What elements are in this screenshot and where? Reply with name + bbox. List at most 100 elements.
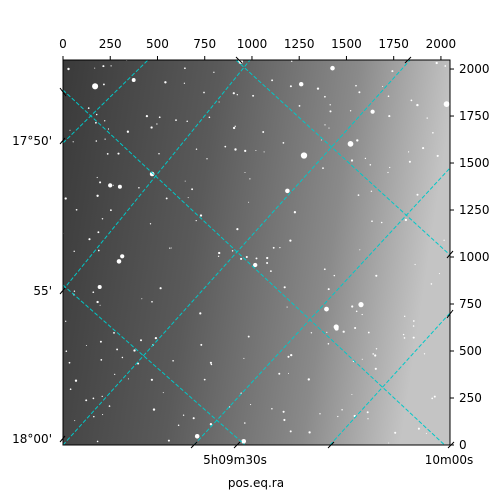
star bbox=[65, 320, 67, 322]
star bbox=[145, 114, 149, 118]
star bbox=[248, 201, 250, 203]
star bbox=[316, 87, 320, 90]
star bbox=[375, 274, 378, 277]
star bbox=[351, 393, 353, 396]
star bbox=[357, 194, 360, 196]
dec-tick-mark bbox=[59, 435, 66, 443]
star bbox=[88, 238, 91, 241]
star bbox=[104, 138, 106, 140]
star bbox=[117, 184, 122, 189]
star bbox=[298, 81, 304, 87]
star bbox=[152, 408, 156, 411]
star bbox=[404, 218, 408, 222]
star bbox=[158, 153, 160, 155]
star bbox=[244, 171, 246, 174]
dec-tick-label: 17°50' bbox=[12, 134, 52, 148]
star bbox=[329, 104, 331, 106]
star bbox=[164, 81, 167, 84]
right-tick-label: 750 bbox=[459, 297, 482, 311]
star bbox=[231, 250, 234, 252]
star bbox=[210, 363, 213, 366]
ra-tick-mark bbox=[233, 441, 241, 449]
star bbox=[170, 247, 172, 249]
star bbox=[101, 218, 104, 220]
star bbox=[358, 91, 361, 94]
star bbox=[200, 343, 203, 346]
star bbox=[182, 414, 185, 416]
dec-axis-ticks: 17°50' 55' 18°00' bbox=[12, 87, 454, 446]
star bbox=[192, 417, 195, 420]
star bbox=[328, 127, 330, 129]
star bbox=[154, 336, 158, 340]
grid-line bbox=[193, 167, 450, 445]
top-tick-label: 250 bbox=[99, 37, 122, 51]
star bbox=[372, 353, 374, 355]
star bbox=[374, 367, 377, 370]
star bbox=[95, 121, 97, 124]
star bbox=[199, 214, 203, 217]
star bbox=[218, 251, 221, 255]
right-tick-label: 2000 bbox=[459, 62, 490, 76]
ra-tick-mark bbox=[235, 56, 243, 64]
star bbox=[394, 431, 397, 434]
star bbox=[85, 399, 88, 402]
star bbox=[324, 124, 326, 126]
star bbox=[203, 91, 205, 94]
ra-tick-label: 5h09m30s bbox=[203, 453, 267, 467]
top-tick-label: 1750 bbox=[378, 37, 409, 51]
star bbox=[85, 344, 87, 347]
star bbox=[387, 95, 390, 97]
star bbox=[97, 249, 100, 252]
star bbox=[149, 171, 155, 177]
dec-tick-mark bbox=[59, 137, 66, 145]
star bbox=[422, 147, 425, 150]
star bbox=[289, 239, 292, 242]
star bbox=[108, 183, 113, 188]
star bbox=[102, 414, 104, 416]
star bbox=[255, 149, 257, 152]
star bbox=[289, 430, 292, 433]
star bbox=[412, 336, 415, 339]
grid-line bbox=[63, 60, 411, 445]
star bbox=[426, 117, 428, 119]
ra-tick-label: 10m00s bbox=[425, 453, 473, 467]
star bbox=[150, 126, 153, 129]
star bbox=[95, 140, 98, 142]
top-tick-label: 1250 bbox=[284, 37, 315, 51]
star bbox=[354, 326, 357, 330]
star bbox=[245, 255, 248, 259]
star bbox=[108, 405, 111, 407]
star bbox=[69, 388, 72, 391]
ra-tick-mark bbox=[327, 441, 335, 449]
star bbox=[361, 358, 363, 360]
star bbox=[96, 300, 99, 304]
star bbox=[269, 270, 272, 273]
star bbox=[150, 378, 154, 381]
star bbox=[93, 415, 95, 418]
right-tick-label: 1000 bbox=[459, 250, 490, 264]
star bbox=[209, 423, 213, 426]
star bbox=[341, 408, 343, 411]
star bbox=[247, 335, 250, 338]
star bbox=[92, 83, 99, 90]
star bbox=[382, 85, 384, 87]
star bbox=[263, 151, 265, 153]
star bbox=[137, 362, 140, 365]
star bbox=[92, 397, 95, 400]
star bbox=[218, 101, 220, 103]
star bbox=[99, 304, 101, 306]
star bbox=[408, 160, 411, 163]
star bbox=[184, 67, 186, 70]
star bbox=[64, 197, 67, 200]
star bbox=[184, 180, 186, 182]
star bbox=[121, 356, 124, 359]
star bbox=[423, 353, 426, 355]
right-tick-label: 1750 bbox=[459, 109, 490, 123]
star bbox=[206, 158, 208, 160]
star bbox=[282, 410, 285, 413]
star bbox=[310, 332, 313, 334]
star bbox=[326, 331, 328, 333]
star bbox=[300, 152, 308, 159]
star bbox=[402, 333, 405, 336]
star bbox=[183, 82, 186, 84]
